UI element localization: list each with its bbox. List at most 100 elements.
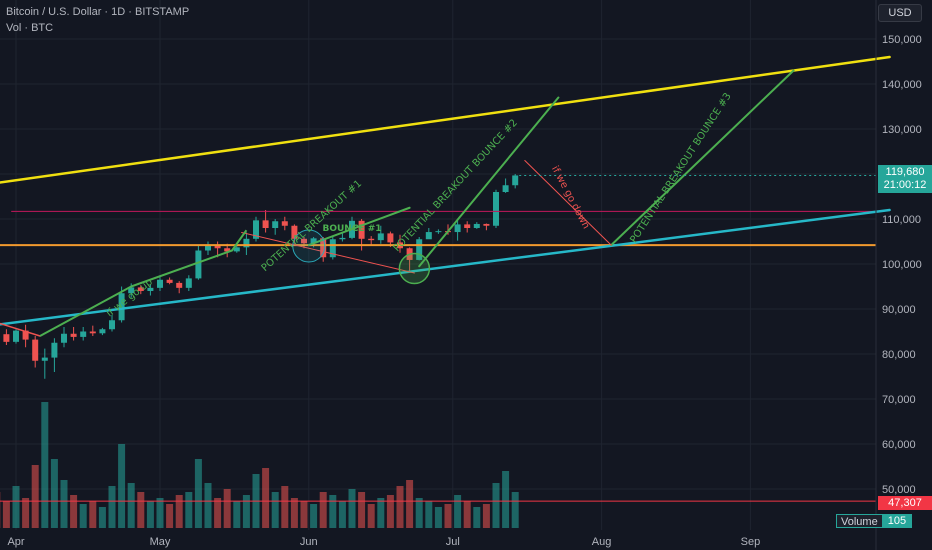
up-path-line[interactable] — [39, 229, 248, 337]
candle-body[interactable] — [368, 238, 375, 241]
candle-body[interactable] — [147, 287, 154, 291]
candle-body[interactable] — [41, 357, 48, 361]
candle-body[interactable] — [118, 293, 125, 321]
volume-bar — [473, 507, 481, 528]
currency-button[interactable]: USD — [878, 4, 922, 22]
candle-body[interactable] — [435, 231, 442, 233]
breakout-3-line[interactable] — [610, 69, 795, 247]
volume-badge: Volume 105 — [836, 514, 913, 528]
volume-bar — [444, 504, 452, 528]
volume-bar — [502, 471, 510, 528]
candle-body[interactable] — [281, 221, 288, 226]
bounce-2-circle[interactable] — [398, 252, 431, 285]
chart-title: Bitcoin / U.S. Dollar · 1D · BITSTAMP — [6, 6, 190, 18]
volume-bar — [98, 507, 106, 528]
candle-body[interactable] — [310, 238, 317, 244]
volume-label: Volume — [836, 514, 882, 528]
candle-body[interactable] — [22, 330, 29, 340]
candle-body[interactable] — [291, 225, 298, 239]
volume-bar — [482, 504, 490, 528]
candle-body[interactable] — [195, 250, 202, 279]
x-tick-label: May — [150, 536, 171, 548]
candle-body[interactable] — [70, 333, 77, 337]
candle-body[interactable] — [51, 342, 58, 358]
candle-body[interactable] — [185, 278, 192, 288]
candle-body[interactable] — [157, 279, 163, 288]
breakout-2-line[interactable] — [418, 96, 560, 268]
candle-body[interactable] — [272, 221, 279, 228]
x-tick-label: Aug — [592, 536, 612, 548]
volume-bar — [137, 492, 145, 528]
candle-body[interactable] — [253, 220, 259, 239]
upper-channel-line[interactable] — [0, 55, 891, 184]
candle-body[interactable] — [454, 224, 461, 233]
candle-body[interactable] — [214, 245, 221, 249]
candle-body[interactable] — [128, 287, 135, 294]
bounce-1-circle[interactable] — [292, 229, 326, 263]
candle-body[interactable] — [61, 333, 67, 343]
price-axis: 150,000140,000130,000120,000110,000100,0… — [882, 34, 922, 496]
x-tick-label: Apr — [7, 536, 24, 548]
candle-body[interactable] — [512, 175, 519, 186]
volume-bar — [60, 480, 68, 528]
candle-body[interactable] — [224, 248, 231, 252]
chart-drawings — [0, 55, 891, 502]
volume-bar — [310, 504, 318, 528]
candle-body[interactable] — [3, 334, 10, 342]
volume-bar — [425, 501, 433, 528]
volume-bar — [89, 501, 97, 528]
candle-body[interactable] — [320, 238, 327, 258]
candle-body[interactable] — [387, 233, 394, 243]
support-trendline[interactable] — [0, 208, 891, 326]
volume-bar — [79, 504, 87, 528]
candle-body[interactable] — [205, 245, 211, 251]
candle-body[interactable] — [243, 238, 250, 248]
y-tick-label: 110,000 — [882, 214, 921, 226]
candle-body[interactable] — [339, 237, 346, 240]
candle-body[interactable] — [329, 239, 336, 258]
volume-bar — [127, 483, 135, 528]
down-segment-line[interactable] — [0, 322, 41, 337]
candle-body[interactable] — [166, 279, 173, 283]
volume-bar — [358, 492, 366, 528]
candle-body[interactable] — [89, 331, 96, 334]
x-tick-label: Jul — [446, 536, 460, 548]
drop-segment-line[interactable] — [241, 232, 415, 274]
candle-body[interactable] — [502, 185, 509, 192]
candle-body[interactable] — [377, 233, 384, 241]
candle-body[interactable] — [109, 320, 115, 330]
volume-value: 105 — [881, 514, 913, 528]
candle-body[interactable] — [464, 224, 471, 228]
if-we-go-down-line[interactable] — [524, 160, 612, 246]
breakout-1-line[interactable] — [307, 206, 411, 247]
candle-body[interactable] — [358, 220, 365, 239]
volume-bar — [194, 459, 202, 528]
volume-bar — [175, 495, 183, 528]
candle-body[interactable] — [32, 339, 39, 361]
volume-bar — [146, 501, 154, 528]
candle-body[interactable] — [233, 247, 240, 252]
candle-body[interactable] — [13, 330, 19, 342]
candle-body[interactable] — [137, 287, 144, 291]
candle-body[interactable] — [80, 331, 87, 337]
candle-body[interactable] — [473, 223, 480, 228]
y-tick-label: 50,000 — [882, 484, 916, 496]
candle-body[interactable] — [99, 329, 106, 334]
candle-body[interactable] — [425, 232, 432, 240]
grid-lines — [0, 0, 876, 530]
volume-bar — [118, 444, 126, 528]
candle-body[interactable] — [416, 239, 423, 260]
volume-bar — [415, 498, 423, 528]
candle-body[interactable] — [176, 282, 183, 288]
candle-body[interactable] — [301, 238, 307, 244]
volume-bar — [319, 492, 327, 528]
last-price-value: 119,680 — [885, 166, 925, 178]
candle-body[interactable] — [262, 220, 269, 228]
volume-bar — [377, 498, 385, 528]
candle-body[interactable] — [493, 192, 499, 226]
volume-bar — [329, 495, 337, 528]
candle-body[interactable] — [483, 223, 490, 226]
volume-indicator-label: Vol · BTC — [6, 22, 54, 34]
